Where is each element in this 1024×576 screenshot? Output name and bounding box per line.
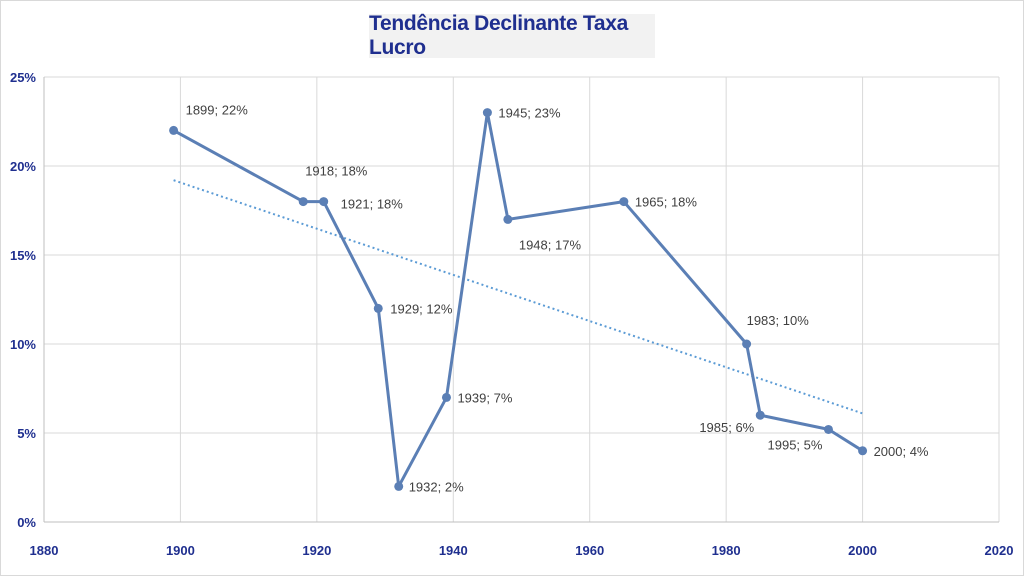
data-label: 2000; 4%: [874, 444, 929, 459]
data-label: 1965; 18%: [635, 195, 698, 210]
x-tick-label: 1900: [166, 543, 195, 558]
data-point: [169, 125, 179, 135]
x-tick-label: 1960: [575, 543, 604, 558]
x-tick-label: 2020: [985, 543, 1014, 558]
data-label: 1948; 17%: [519, 237, 582, 252]
data-label: 1995; 5%: [768, 437, 823, 452]
data-point: [394, 481, 404, 491]
y-tick-label: 5%: [17, 426, 36, 441]
data-point: [482, 108, 492, 118]
chart-title: Tendência Declinante Taxa Lucro: [369, 12, 628, 59]
data-point: [319, 197, 329, 207]
data-point: [503, 214, 513, 224]
data-label: 1945; 23%: [498, 106, 561, 121]
x-tick-label: 1980: [712, 543, 741, 558]
y-tick-label: 25%: [10, 70, 36, 85]
data-label: 1921; 18%: [341, 197, 404, 212]
y-tick-label: 0%: [17, 515, 36, 530]
data-label: 1899; 22%: [186, 102, 249, 117]
x-tick-label: 1920: [302, 543, 331, 558]
data-label: 1983; 10%: [747, 313, 810, 328]
data-point: [742, 339, 752, 349]
data-point: [373, 303, 383, 313]
data-label: 1939; 7%: [457, 390, 512, 405]
data-label: 1929; 12%: [390, 301, 453, 316]
y-tick-label: 15%: [10, 248, 36, 263]
data-point: [441, 392, 451, 402]
y-tick-label: 20%: [10, 159, 36, 174]
series-line: [172, 111, 864, 488]
data-label: 1918; 18%: [305, 164, 368, 179]
data-label: 1985; 6%: [699, 420, 754, 435]
data-point: [858, 446, 868, 456]
x-tick-label: 2000: [848, 543, 877, 558]
data-label: 1932; 2%: [409, 479, 464, 494]
chart-title-box: Tendência Declinante Taxa Lucro: [369, 12, 655, 59]
data-point: [755, 410, 765, 420]
data-point: [298, 197, 308, 207]
x-tick-label: 1940: [439, 543, 468, 558]
x-tick-label: 1880: [30, 543, 59, 558]
data-point: [619, 197, 629, 207]
trendline: [173, 179, 863, 415]
y-tick-label: 10%: [10, 337, 36, 352]
data-point: [823, 424, 833, 434]
